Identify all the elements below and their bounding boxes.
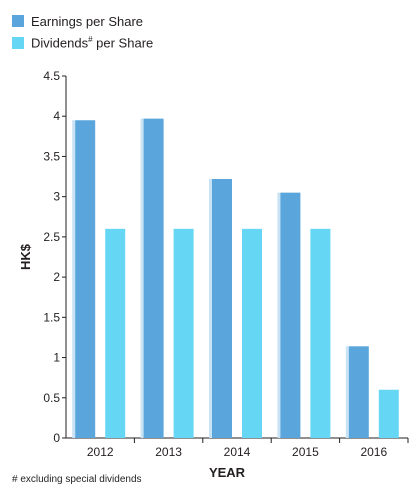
y-tick-label: 3.5 bbox=[43, 149, 60, 163]
x-tick-label: 2015 bbox=[292, 445, 319, 459]
y-tick-label: 3 bbox=[53, 190, 60, 204]
y-tick-label: 2 bbox=[53, 270, 60, 284]
dividends-bar bbox=[310, 229, 330, 438]
y-tick-label: 4.5 bbox=[43, 69, 60, 83]
x-axis-title: YEAR bbox=[209, 465, 246, 480]
y-tick-label: 1.5 bbox=[43, 310, 60, 324]
earnings-bar-highlight bbox=[277, 193, 280, 438]
footnote: # excluding special dividends bbox=[12, 474, 142, 485]
y-tick-label: 2.5 bbox=[43, 230, 60, 244]
x-tick-label: 2012 bbox=[87, 445, 114, 459]
y-tick-label: 0 bbox=[53, 431, 60, 445]
dividends-bar bbox=[242, 229, 262, 438]
dividends-bar bbox=[174, 229, 194, 438]
y-tick-label: 0.5 bbox=[43, 391, 60, 405]
dividends-bar bbox=[105, 229, 125, 438]
earnings-bar bbox=[75, 120, 95, 438]
y-tick-label: 1 bbox=[53, 351, 60, 365]
x-tick-label: 2013 bbox=[155, 445, 182, 459]
earnings-bar-highlight bbox=[209, 179, 212, 438]
earnings-bar bbox=[212, 179, 232, 438]
x-tick-label: 2016 bbox=[360, 445, 387, 459]
earnings-bar bbox=[280, 193, 300, 438]
earnings-bar-highlight bbox=[346, 346, 349, 438]
dividends-bar bbox=[379, 390, 399, 438]
earnings-bar-highlight bbox=[141, 119, 144, 438]
earnings-bar bbox=[349, 346, 369, 438]
earnings-bar-highlight bbox=[72, 120, 75, 438]
y-tick-label: 4 bbox=[53, 109, 60, 123]
x-tick-label: 2014 bbox=[224, 445, 251, 459]
y-axis-title: HK$ bbox=[18, 243, 33, 270]
earnings-bar bbox=[144, 119, 164, 438]
